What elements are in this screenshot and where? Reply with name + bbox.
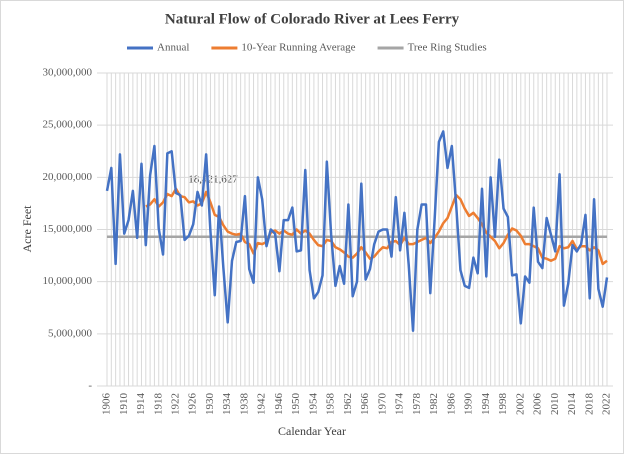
x-tick-label: 1914 xyxy=(135,393,147,416)
legend-label: Tree Ring Studies xyxy=(408,42,487,54)
series-line xyxy=(145,187,608,266)
x-tick-label: 1962 xyxy=(342,393,354,415)
x-tick-label: 1998 xyxy=(497,393,509,416)
y-tick-label: 25,000,000 xyxy=(43,119,93,131)
legend-label: Annual xyxy=(157,42,189,54)
x-tick-label: 1926 xyxy=(187,393,199,416)
x-tick-label: 1918 xyxy=(152,393,164,416)
x-tick-label: 1910 xyxy=(118,393,130,416)
y-tick-label: 10,000,000 xyxy=(43,275,93,287)
x-tick-label: 1922 xyxy=(169,393,181,415)
y-tick-label: 30,000,000 xyxy=(43,67,93,79)
x-tick-label: 1946 xyxy=(273,393,285,416)
series-line xyxy=(105,130,609,332)
x-tick-label: 2006 xyxy=(532,393,544,416)
x-tick-label: 1986 xyxy=(445,393,457,416)
x-tick-label: 1958 xyxy=(325,393,337,416)
x-tick-label: 1994 xyxy=(480,393,492,416)
x-tick-label: 1990 xyxy=(463,393,475,416)
chart-title: Natural Flow of Colorado River at Lees F… xyxy=(165,11,460,27)
x-tick-label: 2002 xyxy=(514,393,526,415)
x-tick-label: 2010 xyxy=(549,393,561,416)
x-tick-label: 1938 xyxy=(238,393,250,416)
y-axis-title: Acre Feet xyxy=(20,205,34,253)
x-tick-label: 1942 xyxy=(256,393,268,415)
x-tick-label: 1966 xyxy=(359,393,371,416)
y-tick-label: 20,000,000 xyxy=(43,171,93,183)
y-tick-label: - xyxy=(88,380,92,392)
x-tick-label: 1974 xyxy=(394,393,406,416)
x-tick-label: 1930 xyxy=(204,393,216,416)
x-tick-label: 1950 xyxy=(290,393,302,416)
x-tick-label: 1982 xyxy=(428,393,440,415)
legend: Annual 10-Year Running Average Tree Ring S… xyxy=(127,42,487,54)
x-tick-label: 2014 xyxy=(566,393,578,416)
legend-label: 10-Year Running Average xyxy=(241,42,355,54)
x-tick-label: 1978 xyxy=(411,393,423,416)
annotation: 18,421,627 xyxy=(188,174,238,186)
x-tick-label: 2018 xyxy=(583,393,595,416)
x-tick-label: 1954 xyxy=(307,393,319,416)
y-tick-label: 5,000,000 xyxy=(48,327,93,339)
x-tick-label: 1906 xyxy=(101,393,113,416)
y-tick-label: 15,000,000 xyxy=(43,223,93,235)
x-tick-label: 1934 xyxy=(221,393,233,416)
x-tick-label: 1970 xyxy=(376,393,388,416)
x-tick-label: 2022 xyxy=(601,393,613,415)
x-axis-title: Calendar Year xyxy=(278,424,346,438)
